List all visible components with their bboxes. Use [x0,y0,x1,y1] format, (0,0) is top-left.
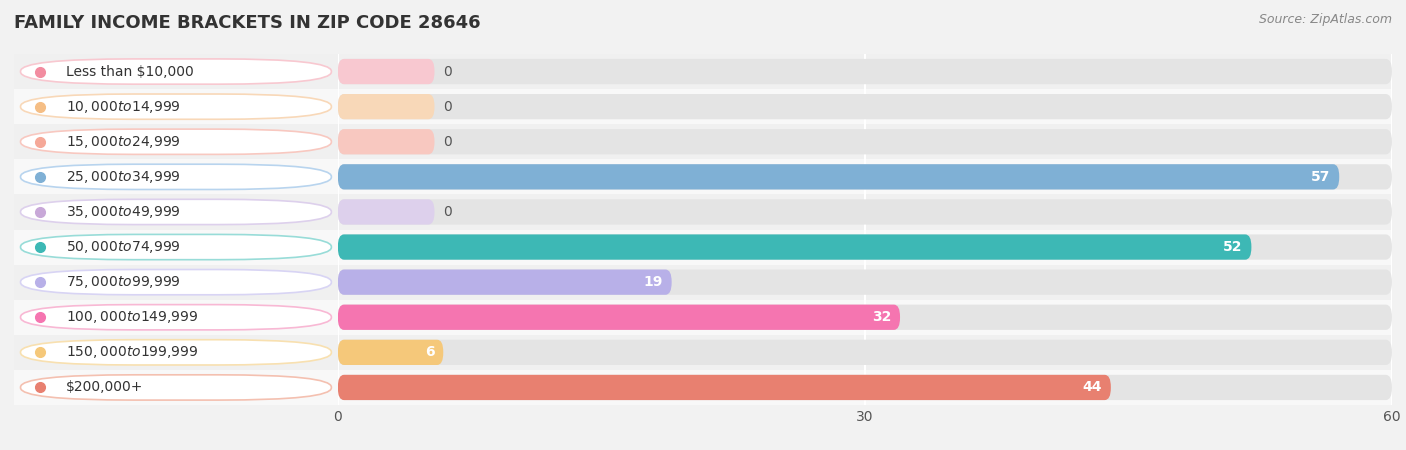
FancyBboxPatch shape [337,234,1392,260]
FancyBboxPatch shape [21,305,332,330]
Bar [337,265,1392,300]
FancyBboxPatch shape [337,94,1392,119]
Bar [14,194,337,230]
FancyBboxPatch shape [337,129,434,154]
Bar [337,124,1392,159]
Bar [14,335,337,370]
FancyBboxPatch shape [21,164,332,189]
Bar [14,54,337,89]
Text: $100,000 to $149,999: $100,000 to $149,999 [66,309,198,325]
Text: $35,000 to $49,999: $35,000 to $49,999 [66,204,180,220]
Bar [337,230,1392,265]
FancyBboxPatch shape [337,375,1111,400]
FancyBboxPatch shape [337,199,434,225]
Bar [337,159,1392,194]
Bar [337,370,1392,405]
Bar [14,89,337,124]
Text: Less than $10,000: Less than $10,000 [66,64,194,79]
FancyBboxPatch shape [21,59,332,84]
Text: $15,000 to $24,999: $15,000 to $24,999 [66,134,180,150]
FancyBboxPatch shape [337,129,1392,154]
FancyBboxPatch shape [337,305,900,330]
FancyBboxPatch shape [21,375,332,400]
Text: $200,000+: $200,000+ [66,380,143,395]
Text: 0: 0 [443,99,451,114]
FancyBboxPatch shape [337,305,1392,330]
FancyBboxPatch shape [337,375,1392,400]
FancyBboxPatch shape [337,340,1392,365]
FancyBboxPatch shape [21,270,332,295]
Text: 0: 0 [443,64,451,79]
FancyBboxPatch shape [21,340,332,365]
Bar [337,54,1392,89]
FancyBboxPatch shape [337,59,1392,84]
Text: 32: 32 [872,310,891,324]
FancyBboxPatch shape [337,234,1251,260]
FancyBboxPatch shape [337,164,1340,189]
FancyBboxPatch shape [21,129,332,154]
Bar [14,370,337,405]
Bar [337,300,1392,335]
Bar [14,124,337,159]
Text: 0: 0 [443,135,451,149]
FancyBboxPatch shape [337,270,1392,295]
FancyBboxPatch shape [21,234,332,260]
FancyBboxPatch shape [337,59,434,84]
Text: $75,000 to $99,999: $75,000 to $99,999 [66,274,180,290]
FancyBboxPatch shape [337,164,1392,189]
Bar [14,265,337,300]
Text: $10,000 to $14,999: $10,000 to $14,999 [66,99,180,115]
FancyBboxPatch shape [21,94,332,119]
Bar [14,300,337,335]
Text: 6: 6 [425,345,434,360]
FancyBboxPatch shape [337,270,672,295]
Text: $50,000 to $74,999: $50,000 to $74,999 [66,239,180,255]
Bar [337,194,1392,230]
FancyBboxPatch shape [337,94,434,119]
Text: 52: 52 [1223,240,1243,254]
Text: FAMILY INCOME BRACKETS IN ZIP CODE 28646: FAMILY INCOME BRACKETS IN ZIP CODE 28646 [14,14,481,32]
Text: 57: 57 [1310,170,1330,184]
Text: Source: ZipAtlas.com: Source: ZipAtlas.com [1258,14,1392,27]
FancyBboxPatch shape [337,340,443,365]
Text: 44: 44 [1083,380,1102,395]
Text: 0: 0 [443,205,451,219]
Bar [14,230,337,265]
Text: $25,000 to $34,999: $25,000 to $34,999 [66,169,180,185]
FancyBboxPatch shape [337,199,1392,225]
Text: $150,000 to $199,999: $150,000 to $199,999 [66,344,198,360]
Text: 19: 19 [644,275,662,289]
Bar [337,335,1392,370]
Bar [14,159,337,194]
FancyBboxPatch shape [21,199,332,225]
Bar [337,89,1392,124]
